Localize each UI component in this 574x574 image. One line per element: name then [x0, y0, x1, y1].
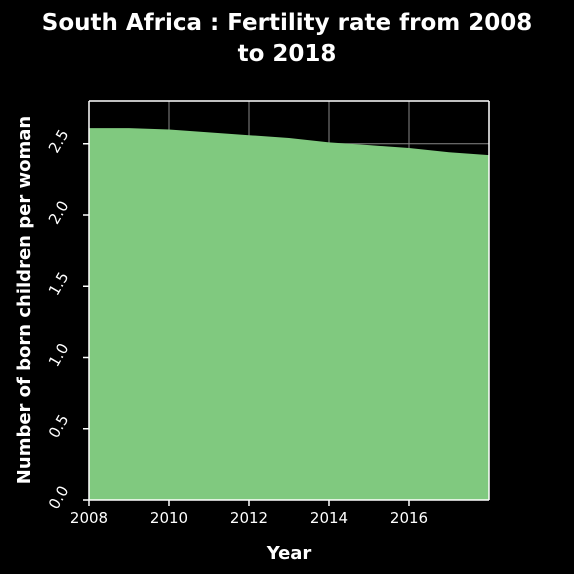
- y-tick-label-1.5: 1.5: [45, 269, 73, 299]
- y-tick-label-2.0: 2.0: [45, 198, 73, 228]
- x-tick-label-2008: 2008: [70, 509, 108, 527]
- x-tick-label-2016: 2016: [390, 509, 428, 527]
- x-axis-ticks: 2008 2010 2012 2014 2016: [70, 500, 428, 527]
- y-tick-label-2.5: 2.5: [45, 126, 73, 156]
- x-tick-label-2010: 2010: [150, 509, 188, 527]
- axes: [88, 100, 490, 501]
- y-tick-label-1.0: 1.0: [45, 340, 73, 370]
- chart-title-line-1: South Africa : Fertility rate from 2008: [42, 10, 532, 36]
- fertility-area: [89, 128, 489, 500]
- x-tick-label-2012: 2012: [230, 509, 268, 527]
- y-tick-label-0.0: 0.0: [45, 483, 73, 513]
- y-axis-ticks: 0.0 0.5 1.0 1.5 2.0 2.5: [45, 126, 89, 512]
- x-axis-label: Year: [266, 543, 312, 564]
- x-tick-label-2014: 2014: [310, 509, 348, 527]
- y-axis-label: Number of born children per woman: [14, 116, 35, 484]
- y-tick-label-0.5: 0.5: [45, 411, 73, 441]
- chart-title-line-2: to 2018: [238, 41, 337, 67]
